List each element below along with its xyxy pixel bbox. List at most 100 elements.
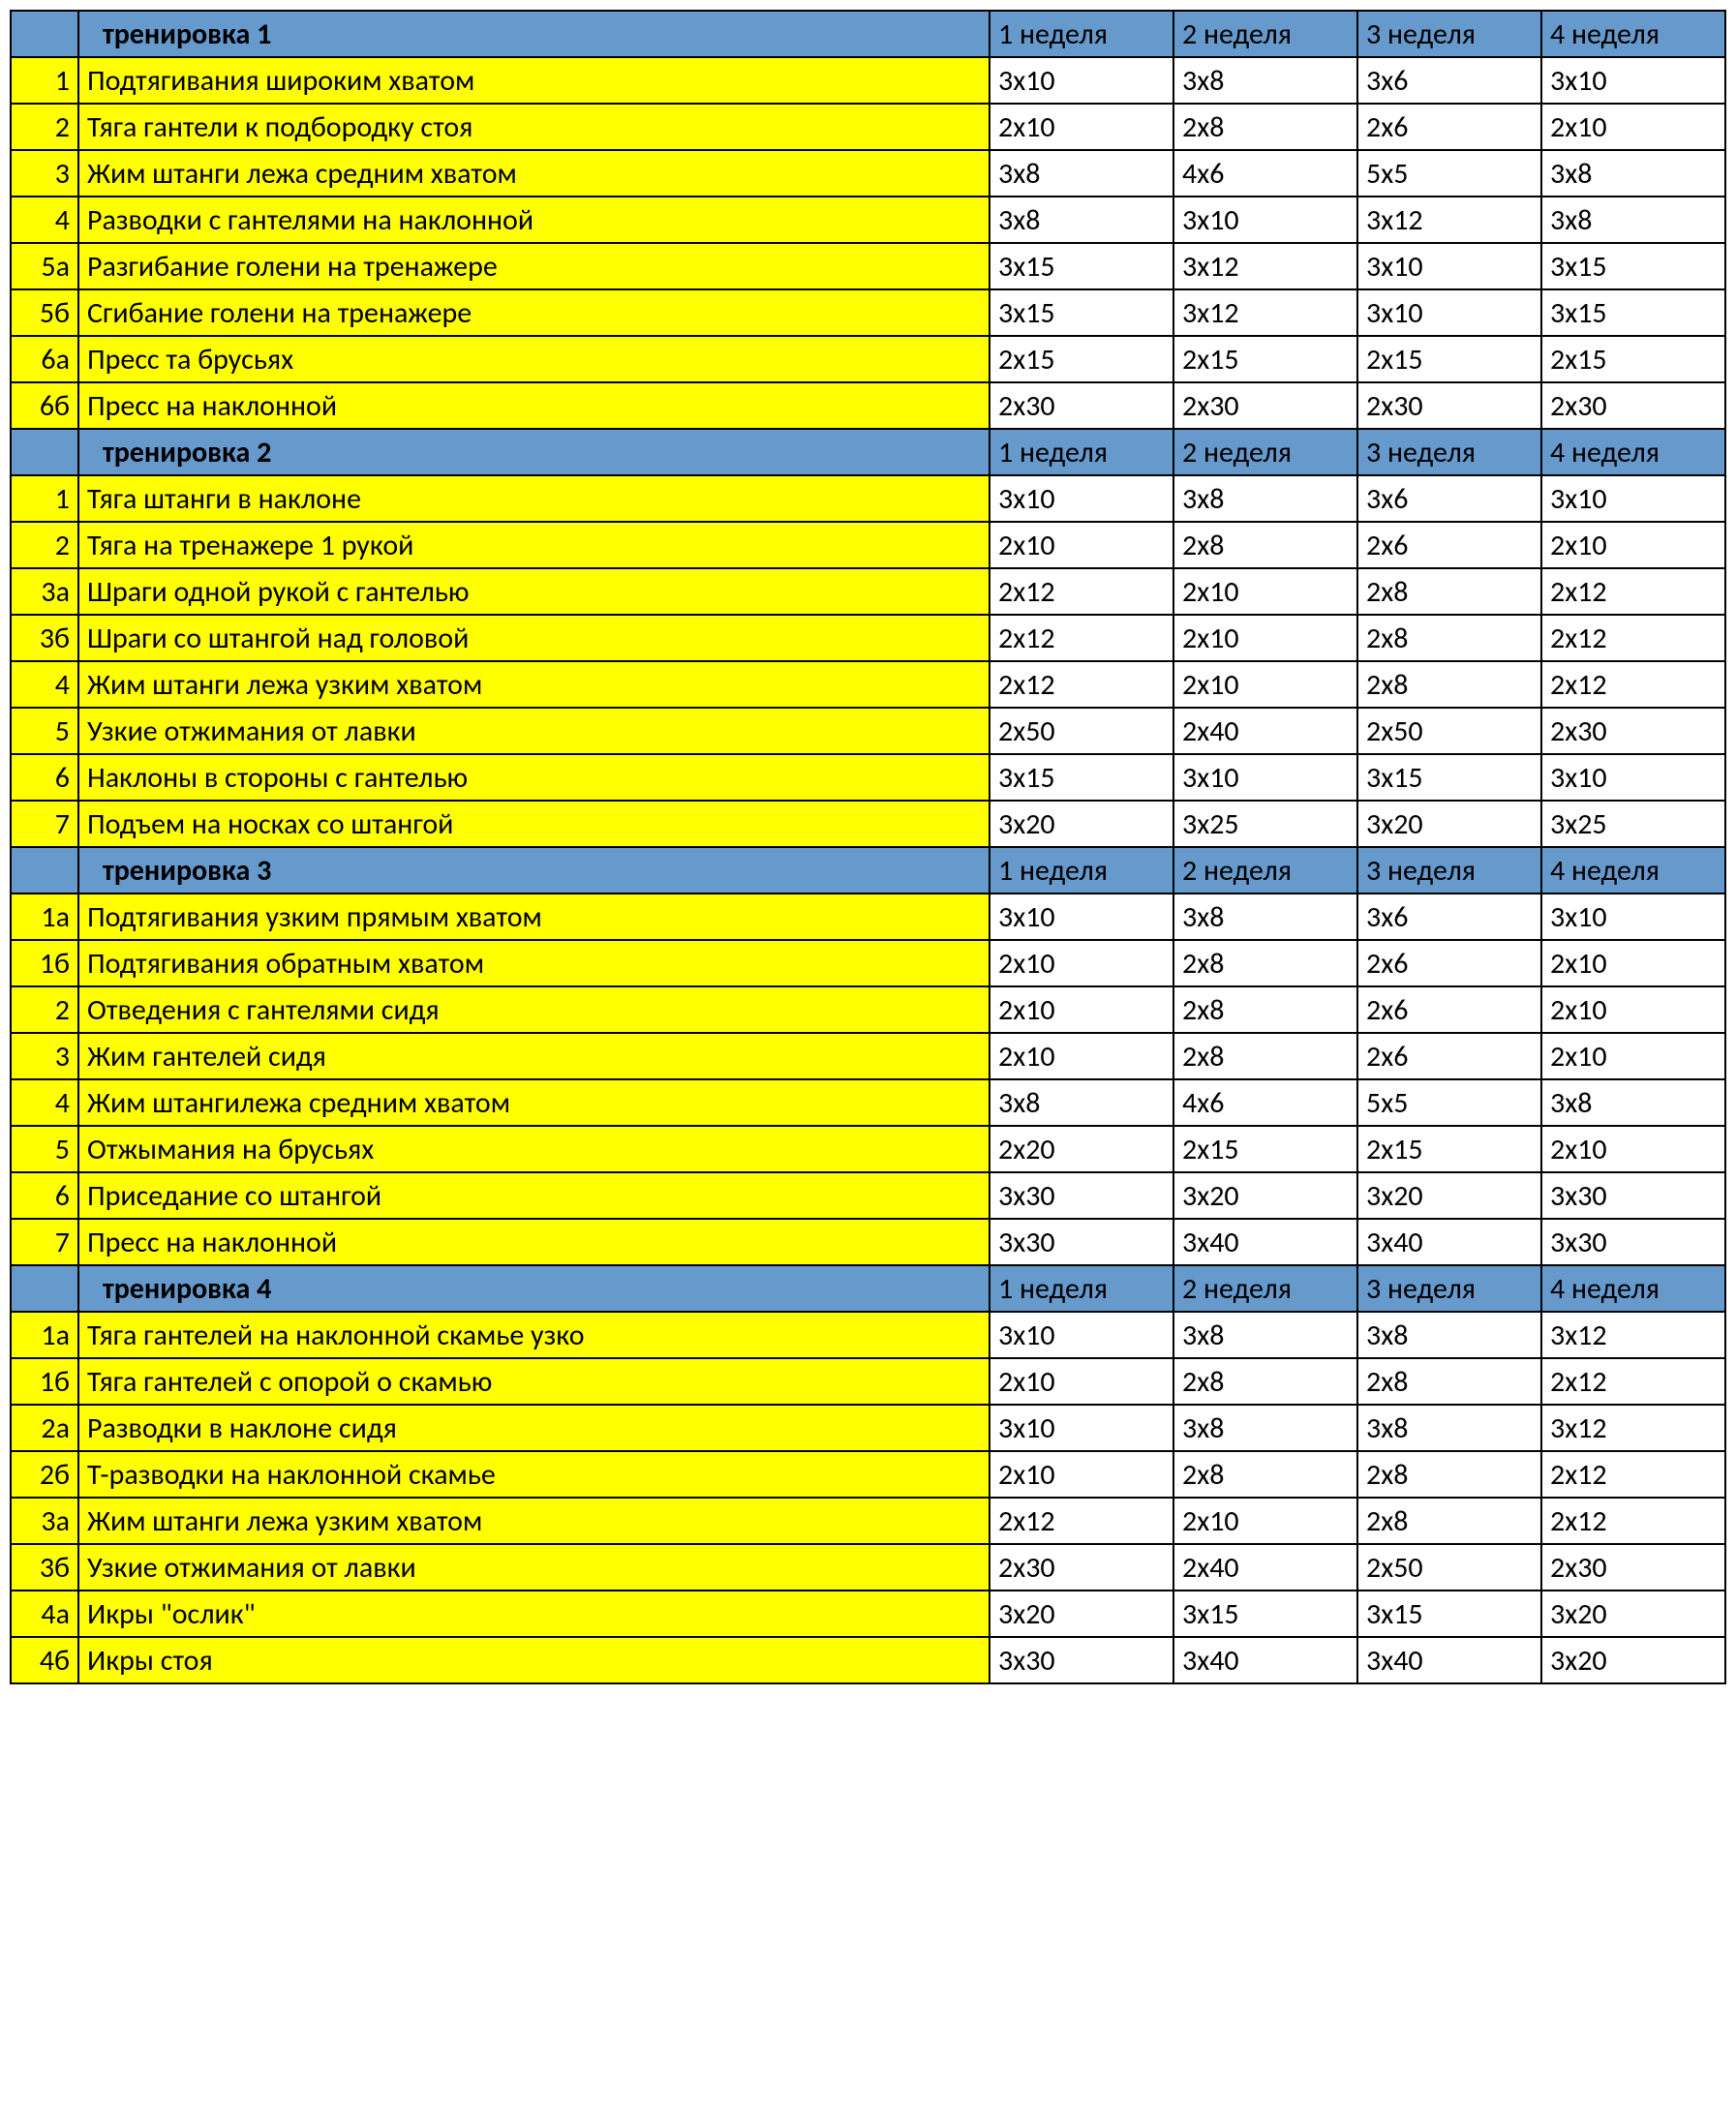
sets-reps-value: 2х8 xyxy=(1173,522,1357,568)
week-header: 3 неделя xyxy=(1357,1265,1541,1312)
sets-reps-value: 3х6 xyxy=(1357,894,1541,940)
exercise-name: Узкие отжимания от лавки xyxy=(78,1544,990,1591)
sets-reps-value: 2х30 xyxy=(990,1544,1173,1591)
sets-reps-value: 2х20 xyxy=(990,1126,1173,1172)
sets-reps-value: 3х30 xyxy=(990,1172,1173,1219)
row-number: 4 xyxy=(11,197,78,243)
exercise-name: Отведения с гантелями сидя xyxy=(78,986,990,1033)
exercise-name: Приседание со штангой xyxy=(78,1172,990,1219)
section-title: тренировка 4 xyxy=(78,1265,990,1312)
sets-reps-value: 3х40 xyxy=(1357,1637,1541,1683)
sets-reps-value: 2х12 xyxy=(990,568,1173,615)
table-row: 6Приседание со штангой3х303х203х203х30 xyxy=(11,1172,1725,1219)
week-header: 4 неделя xyxy=(1541,429,1725,475)
sets-reps-value: 3х12 xyxy=(1357,197,1541,243)
exercise-name: Подтягивания обратным хватом xyxy=(78,940,990,986)
sets-reps-value: 3х30 xyxy=(990,1637,1173,1683)
sets-reps-value: 2х10 xyxy=(1541,940,1725,986)
sets-reps-value: 2х10 xyxy=(990,1358,1173,1405)
table-row: 3Жим гантелей сидя2х102х82х62х10 xyxy=(11,1033,1725,1079)
sets-reps-value: 2х30 xyxy=(1357,382,1541,429)
sets-reps-value: 3х15 xyxy=(990,289,1173,336)
sets-reps-value: 3х10 xyxy=(1357,289,1541,336)
sets-reps-value: 2х6 xyxy=(1357,104,1541,150)
table-row: 2Тяга гантели к подбородку стоя2х102х82х… xyxy=(11,104,1725,150)
table-row: 1Тяга штанги в наклоне3х103х83х63х10 xyxy=(11,475,1725,522)
sets-reps-value: 2х30 xyxy=(1541,1544,1725,1591)
sets-reps-value: 2х10 xyxy=(1173,615,1357,661)
table-row: 6Наклоны в стороны с гантелью3х153х103х1… xyxy=(11,754,1725,801)
table-row: 6аПресс та брусьях2х152х152х152х15 xyxy=(11,336,1725,382)
sets-reps-value: 2х8 xyxy=(1357,615,1541,661)
section-header-row: тренировка 21 неделя2 неделя3 неделя4 не… xyxy=(11,429,1725,475)
row-number: 1б xyxy=(11,1358,78,1405)
exercise-name: Разгибание голени на тренажере xyxy=(78,243,990,289)
row-number: 7 xyxy=(11,1219,78,1265)
sets-reps-value: 3х12 xyxy=(1541,1405,1725,1451)
sets-reps-value: 2х15 xyxy=(1173,336,1357,382)
exercise-name: Т-разводки на наклонной скамье xyxy=(78,1451,990,1498)
sets-reps-value: 2х8 xyxy=(1357,1358,1541,1405)
row-number: 5 xyxy=(11,708,78,754)
exercise-name: Тяга гантели к подбородку стоя xyxy=(78,104,990,150)
sets-reps-value: 2х8 xyxy=(1173,986,1357,1033)
exercise-name: Подъем на носках со штангой xyxy=(78,801,990,847)
sets-reps-value: 3х10 xyxy=(990,1405,1173,1451)
table-row: 7Пресс на наклонной3х303х403х403х30 xyxy=(11,1219,1725,1265)
sets-reps-value: 2х12 xyxy=(990,1498,1173,1544)
exercise-name: Пресс та брусьях xyxy=(78,336,990,382)
table-row: 2бТ-разводки на наклонной скамье2х102х82… xyxy=(11,1451,1725,1498)
table-row: 5аРазгибание голени на тренажере3х153х12… xyxy=(11,243,1725,289)
week-header: 2 неделя xyxy=(1173,11,1357,57)
sets-reps-value: 2х8 xyxy=(1173,104,1357,150)
table-row: 1Подтягивания широким хватом3х103х83х63х… xyxy=(11,57,1725,104)
sets-reps-value: 3х40 xyxy=(1173,1219,1357,1265)
week-header: 2 неделя xyxy=(1173,1265,1357,1312)
sets-reps-value: 3х15 xyxy=(1357,1591,1541,1637)
exercise-name: Жим штанги лежа узким хватом xyxy=(78,661,990,708)
table-row: 3аШраги одной рукой с гантелью2х122х102х… xyxy=(11,568,1725,615)
week-header: 4 неделя xyxy=(1541,1265,1725,1312)
row-number: 6 xyxy=(11,1172,78,1219)
exercise-name: Жим штангилежа средним хватом xyxy=(78,1079,990,1126)
sets-reps-value: 3х30 xyxy=(990,1219,1173,1265)
sets-reps-value: 3х8 xyxy=(1357,1312,1541,1358)
sets-reps-value: 2х40 xyxy=(1173,708,1357,754)
week-header: 2 неделя xyxy=(1173,847,1357,894)
sets-reps-value: 2х8 xyxy=(1173,1451,1357,1498)
row-number: 3б xyxy=(11,615,78,661)
workout-table: тренировка 11 неделя2 неделя3 неделя4 не… xyxy=(10,10,1726,1684)
sets-reps-value: 2х6 xyxy=(1357,522,1541,568)
row-number: 3а xyxy=(11,1498,78,1544)
sets-reps-value: 2х10 xyxy=(990,986,1173,1033)
sets-reps-value: 2х12 xyxy=(990,661,1173,708)
sets-reps-value: 3х10 xyxy=(1541,894,1725,940)
week-header: 1 неделя xyxy=(990,1265,1173,1312)
sets-reps-value: 4х6 xyxy=(1173,1079,1357,1126)
section-header-row: тренировка 31 неделя2 неделя3 неделя4 не… xyxy=(11,847,1725,894)
week-header: 4 неделя xyxy=(1541,11,1725,57)
week-header: 4 неделя xyxy=(1541,847,1725,894)
sets-reps-value: 3х8 xyxy=(990,197,1173,243)
exercise-name: Шраги со штангой над головой xyxy=(78,615,990,661)
row-number: 5 xyxy=(11,1126,78,1172)
row-number: 3а xyxy=(11,568,78,615)
sets-reps-value: 2х10 xyxy=(1541,522,1725,568)
sets-reps-value: 3х10 xyxy=(990,475,1173,522)
sets-reps-value: 3х10 xyxy=(1357,243,1541,289)
table-row: 3аЖим штанги лежа узким хватом2х122х102х… xyxy=(11,1498,1725,1544)
table-row: 3бШраги со штангой над головой2х122х102х… xyxy=(11,615,1725,661)
section-header-row: тренировка 41 неделя2 неделя3 неделя4 не… xyxy=(11,1265,1725,1312)
sets-reps-value: 2х10 xyxy=(990,1451,1173,1498)
sets-reps-value: 3х25 xyxy=(1173,801,1357,847)
sets-reps-value: 5х5 xyxy=(1357,1079,1541,1126)
exercise-name: Узкие отжимания от лавки xyxy=(78,708,990,754)
row-number: 3 xyxy=(11,1033,78,1079)
table-row: 1бТяга гантелей с опорой о скамью2х102х8… xyxy=(11,1358,1725,1405)
sets-reps-value: 2х8 xyxy=(1357,661,1541,708)
row-number: 1а xyxy=(11,894,78,940)
row-number: 6 xyxy=(11,754,78,801)
sets-reps-value: 3х12 xyxy=(1173,289,1357,336)
sets-reps-value: 3х40 xyxy=(1173,1637,1357,1683)
sets-reps-value: 3х8 xyxy=(1173,1405,1357,1451)
